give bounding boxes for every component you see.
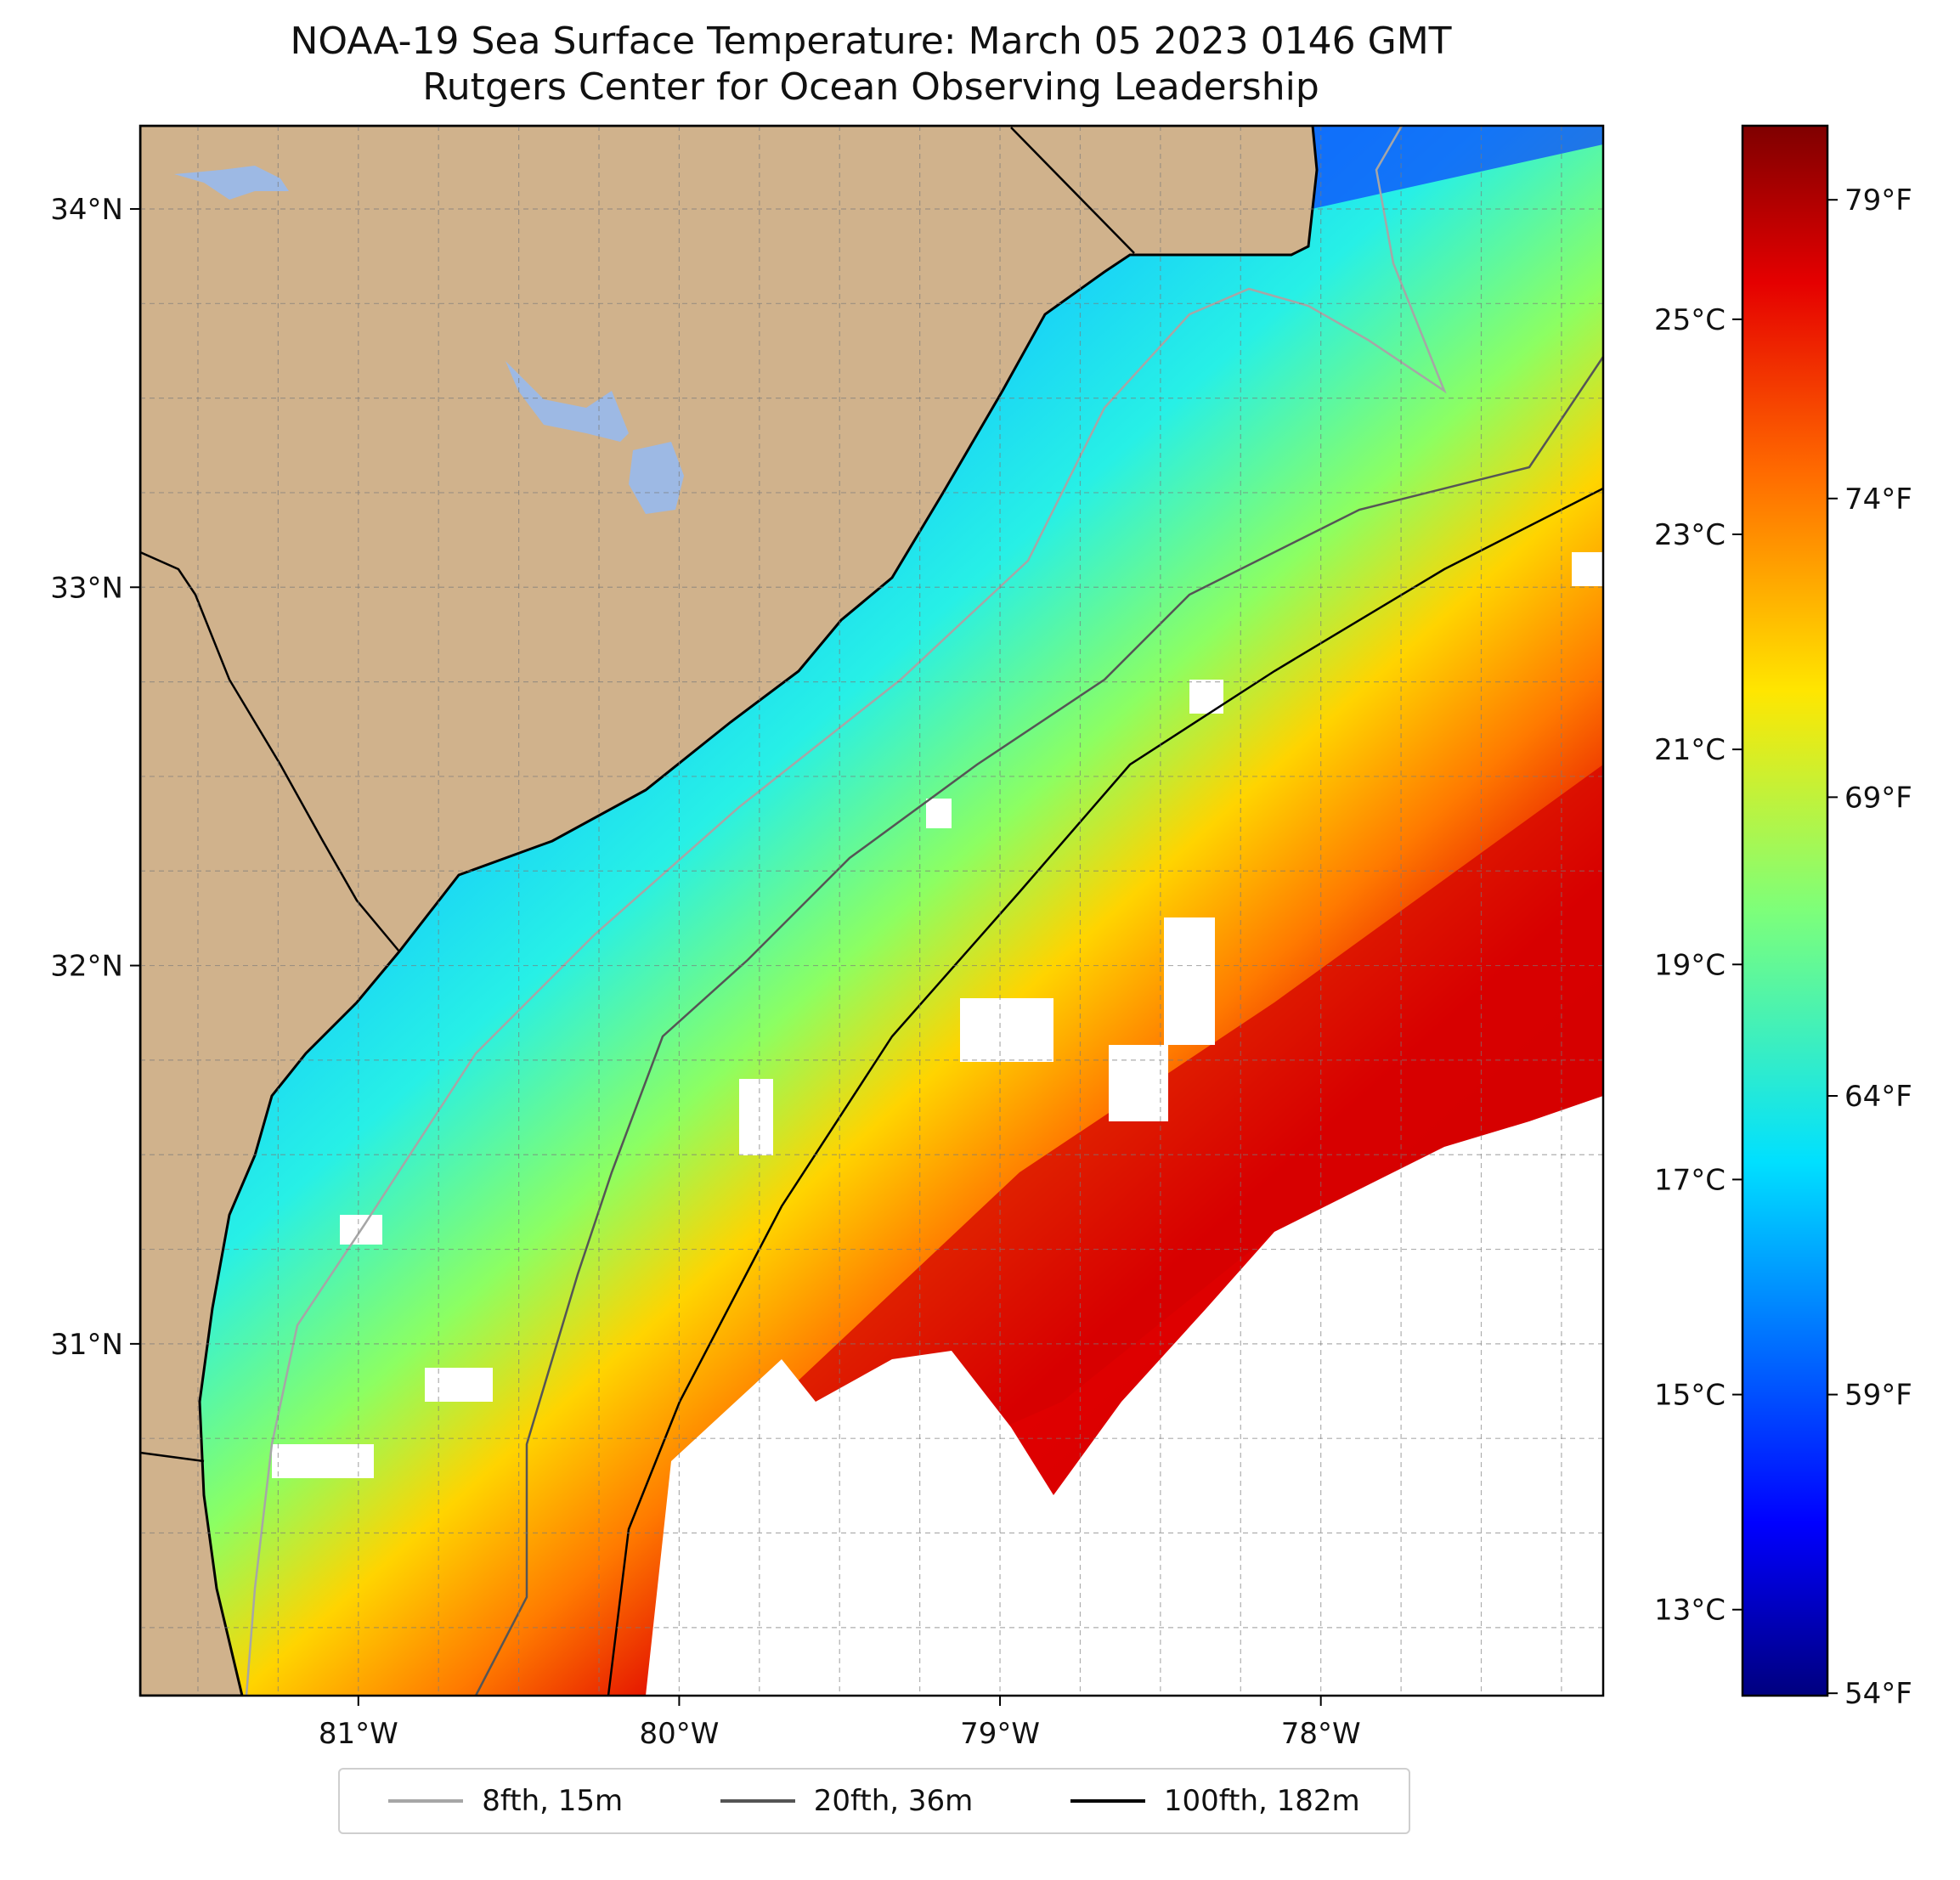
legend-item-8fth: 8fth, 15m (388, 1784, 623, 1818)
celsius-tick-label: 19°C (1654, 948, 1726, 982)
map-frame (138, 124, 1605, 1697)
fahrenheit-tick-label: 79°F (1844, 183, 1912, 217)
state-border (140, 1451, 205, 1463)
cloud-patch (272, 1444, 374, 1478)
lat-tick-label: 31°N (50, 1328, 123, 1362)
gulf-stream-warm-band (731, 765, 1603, 1495)
missing-data-region (646, 1096, 1603, 1696)
longitude-axis: 81°W 80°W 79°W 78°W (319, 1696, 1361, 1751)
celsius-tick-label: 23°C (1654, 518, 1726, 552)
state-border (1010, 127, 1135, 254)
lake (174, 166, 289, 200)
colorbar-celsius-axis: 13°C 15°C 17°C 19°C 21°C 23°C 25°C (1654, 303, 1743, 1628)
lon-tick-label: 78°W (1281, 1717, 1361, 1751)
cloud-patch (960, 998, 1053, 1062)
legend-item-100fth: 100fth, 182m (1070, 1784, 1360, 1818)
legend-label: 100fth, 182m (1163, 1784, 1360, 1818)
isobath-20fth (474, 356, 1603, 1696)
fahrenheit-tick-label: 59°F (1844, 1379, 1912, 1413)
isobath-100fth (607, 487, 1603, 1696)
isobath-legend: 8fth, 15m 20fth, 36m 100fth, 182m (338, 1768, 1410, 1834)
legend-label: 20fth, 36m (813, 1784, 974, 1818)
state-border (140, 550, 400, 952)
legend-label: 8fth, 15m (482, 1784, 624, 1818)
title-line1: NOAA-19 Sea Surface Temperature: March 0… (290, 20, 1452, 63)
cloud-patch (425, 1368, 493, 1402)
lon-tick-label: 80°W (639, 1717, 719, 1751)
celsius-tick-label: 13°C (1654, 1594, 1726, 1628)
lat-tick-label: 33°N (50, 571, 123, 605)
title-line2: Rutgers Center for Ocean Observing Leade… (422, 65, 1319, 109)
cloud-patch (1109, 1045, 1168, 1121)
legend-item-20fth: 20fth, 36m (720, 1784, 974, 1818)
legend-swatch (1070, 1799, 1145, 1803)
colorbar (1741, 124, 1829, 1697)
gridlines (140, 126, 1603, 1696)
latitude-axis: 31°N 32°N 33°N 34°N (50, 193, 140, 1362)
cloud-patch (739, 1079, 773, 1155)
celsius-tick-label: 25°C (1654, 303, 1726, 337)
cloud-patch (1572, 552, 1603, 586)
fahrenheit-tick-label: 69°F (1844, 781, 1912, 815)
celsius-tick-label: 21°C (1654, 733, 1726, 767)
lon-tick-label: 81°W (319, 1717, 398, 1751)
celsius-tick-label: 15°C (1654, 1379, 1726, 1413)
page-title: NOAA-19 Sea Surface Temperature: March 0… (0, 19, 1742, 110)
fahrenheit-tick-label: 54°F (1844, 1677, 1912, 1711)
land (140, 126, 1319, 1696)
colorbar-fahrenheit-axis: 54°F 59°F 64°F 69°F 74°F 79°F (1827, 183, 1912, 1711)
legend-swatch (720, 1799, 795, 1803)
cloud-patch (1164, 917, 1215, 1045)
fahrenheit-tick-label: 74°F (1844, 483, 1912, 517)
legend-swatch (388, 1799, 464, 1803)
celsius-tick-label: 17°C (1654, 1163, 1726, 1197)
fahrenheit-tick-label: 64°F (1844, 1080, 1912, 1114)
isobath-8fth (245, 126, 1447, 1696)
lat-tick-label: 32°N (50, 950, 123, 984)
cloud-patch (926, 799, 952, 828)
lake (629, 442, 684, 514)
lake (506, 361, 629, 442)
lat-tick-label: 34°N (50, 193, 123, 227)
lon-tick-label: 79°W (960, 1717, 1040, 1751)
